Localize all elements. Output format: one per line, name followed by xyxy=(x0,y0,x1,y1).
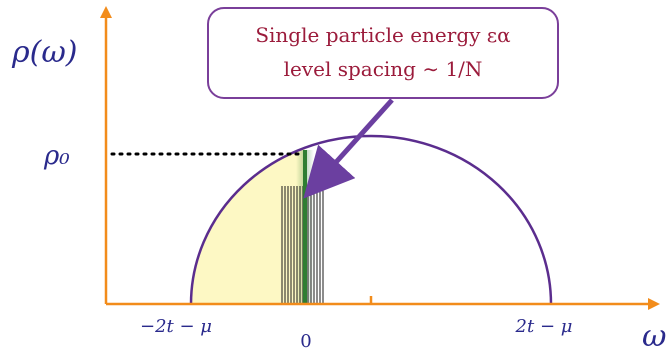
callout-line-2: level spacing ∼ 1/N xyxy=(284,57,483,81)
y-axis-arrowhead xyxy=(100,6,112,18)
tick-label-right-edge: 2t − μ xyxy=(515,316,573,337)
rho0-label: ρ₀ xyxy=(43,141,70,171)
occupied-region-fill xyxy=(191,148,305,304)
x-axis-label: ω xyxy=(642,319,666,354)
callout-box xyxy=(207,7,559,99)
callout-arrow xyxy=(303,98,394,199)
tick-label-left-edge: −2t − μ xyxy=(140,316,212,337)
x-axis-arrowhead xyxy=(648,298,660,310)
tick-label-zero: 0 xyxy=(300,331,311,352)
callout-line-1: Single particle energy εα xyxy=(255,23,510,47)
energy-levels xyxy=(281,186,324,304)
y-axis-label: ρ(ω) xyxy=(11,35,78,70)
semicircle-dos-curve xyxy=(189,134,553,305)
